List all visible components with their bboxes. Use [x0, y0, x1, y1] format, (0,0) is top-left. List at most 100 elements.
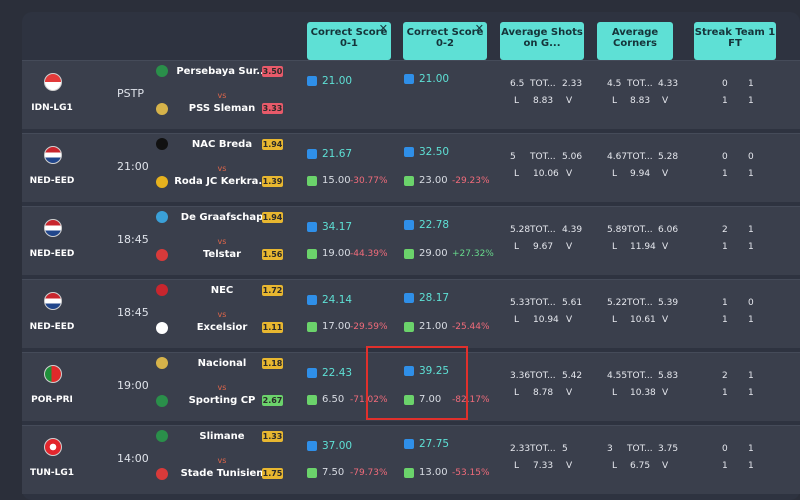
cs02-value[interactable]: 27.75 [419, 438, 450, 450]
table-row[interactable]: NED-EED 21:00 NAC Breda 1.94 vs Roda JC … [22, 133, 800, 202]
streak-away-2: 1 [748, 169, 754, 179]
bookmaker-icon [307, 76, 317, 86]
cs01-value[interactable]: 22.43 [322, 367, 353, 379]
streak-home-1: 2 [722, 371, 728, 381]
corners-home: 4.5 [607, 79, 622, 89]
corners-tot-label: TOT... [627, 79, 653, 89]
table-row[interactable]: TUN-LG1 14:00 Slimane 1.33 vs Stade Tuni… [22, 425, 800, 494]
away-team[interactable]: Stade Tunisien [180, 468, 264, 479]
league-label: POR-PRI [31, 395, 73, 405]
match-time: PSTP [117, 87, 144, 100]
home-team[interactable]: NEC [210, 285, 234, 296]
home-team[interactable]: De Graafschap [180, 212, 264, 223]
bookmaker-icon [404, 395, 414, 405]
match-time: 18:45 [117, 233, 149, 246]
shots-l-label: L [514, 315, 520, 325]
col-correct-score-0-1[interactable]: Correct Score 0-1 ✕ [307, 22, 391, 60]
cs02-percent: -25.44% [452, 322, 490, 332]
bookmaker-icon [307, 395, 317, 405]
cs02-bookmaker-value[interactable]: 13.00 [419, 467, 448, 478]
cs02-value[interactable]: 39.25 [419, 365, 450, 377]
shots-away: 5.61 [562, 298, 583, 308]
corners-home: 5.89 [607, 225, 628, 235]
bookmaker-icon [307, 222, 317, 232]
header-label: Average Shots on G... [501, 27, 583, 49]
cs02-bookmaker-value[interactable]: 7.00 [419, 394, 442, 405]
match-time: 14:00 [117, 452, 149, 465]
country-flag-icon [44, 146, 62, 164]
close-icon[interactable]: ✕ [378, 22, 388, 35]
shots-v-label: V [566, 96, 573, 106]
bookmaker-icon [404, 468, 414, 478]
table-row[interactable]: POR-PRI 19:00 Nacional 1.18 vs Sporting … [22, 352, 800, 421]
home-odd-badge: 1.18 [262, 358, 283, 369]
bookmaker-icon [307, 468, 317, 478]
header-label: Streak Team 1 FT [694, 27, 776, 49]
streak-away-2: 1 [748, 242, 754, 252]
away-team[interactable]: Excelsior [196, 322, 248, 333]
cs01-bookmaker-value[interactable]: 6.50 [322, 394, 345, 405]
table-row[interactable]: IDN-LG1 PSTP Persebaya Sur... 3.50 vs PS… [22, 60, 800, 129]
shots-away: 5 [562, 444, 568, 454]
corners-v-label: V [662, 388, 669, 398]
home-team[interactable]: Nacional [197, 358, 247, 369]
vs-label: vs [217, 456, 227, 465]
cs02-value[interactable]: 28.17 [419, 292, 450, 304]
cs01-value[interactable]: 37.00 [322, 440, 353, 452]
corners-l-label: L [612, 388, 618, 398]
cs01-bookmaker-value[interactable]: 19.00 [322, 248, 351, 259]
cs02-value[interactable]: 22.78 [419, 219, 450, 231]
away-team[interactable]: PSS Sleman [188, 103, 256, 114]
cs01-value[interactable]: 21.67 [322, 148, 353, 160]
cs02-bookmaker-value[interactable]: 21.00 [419, 321, 448, 332]
corners-away: 5.39 [658, 298, 679, 308]
cs02-percent: -29.23% [452, 176, 490, 186]
team-logo-icon [156, 211, 168, 223]
corners-total: 6.75 [630, 461, 651, 471]
streak-away-2: 1 [748, 315, 754, 325]
vs-label: vs [217, 164, 227, 173]
close-icon[interactable]: ✕ [474, 22, 484, 35]
corners-v-label: V [662, 169, 669, 179]
shots-home: 5.28 [510, 225, 531, 235]
corners-l-label: L [612, 96, 618, 106]
cs02-bookmaker-value[interactable]: 29.00 [419, 248, 448, 259]
corners-away: 5.83 [658, 371, 679, 381]
away-team[interactable]: Telstar [202, 249, 242, 260]
home-odd-badge: 1.33 [262, 431, 283, 442]
match-time: 21:00 [117, 160, 149, 173]
home-team[interactable]: Persebaya Sur... [176, 66, 268, 77]
shots-home: 5 [510, 152, 516, 162]
shots-away: 2.33 [562, 79, 583, 89]
streak-home-2: 1 [722, 242, 728, 252]
cs02-value[interactable]: 21.00 [419, 73, 450, 85]
team-logo-icon [156, 395, 168, 407]
home-team[interactable]: NAC Breda [191, 139, 253, 150]
cs01-bookmaker-value[interactable]: 15.00 [322, 175, 351, 186]
cs01-value[interactable]: 21.00 [322, 75, 353, 87]
team-logo-icon [156, 65, 168, 77]
bookmaker-icon [404, 176, 414, 186]
cs01-bookmaker-value[interactable]: 7.50 [322, 467, 345, 478]
shots-v-label: V [566, 169, 573, 179]
cs01-value[interactable]: 24.14 [322, 294, 353, 306]
streak-away-1: 1 [748, 444, 754, 454]
table-row[interactable]: NED-EED 18:45 De Graafschap 1.94 vs Tels… [22, 206, 800, 275]
bookmaker-icon [307, 176, 317, 186]
home-team[interactable]: Slimane [199, 431, 245, 442]
cs02-value[interactable]: 32.50 [419, 146, 450, 158]
cs02-bookmaker-value[interactable]: 23.00 [419, 175, 448, 186]
col-average-shots[interactable]: Average Shots on G... [500, 22, 584, 60]
vs-label: vs [217, 237, 227, 246]
cs01-bookmaker-value[interactable]: 17.00 [322, 321, 351, 332]
col-correct-score-0-2[interactable]: Correct Score 0-2 ✕ [403, 22, 487, 60]
col-streak[interactable]: Streak Team 1 FT [694, 22, 776, 60]
vs-label: vs [217, 91, 227, 100]
away-team[interactable]: Roda JC Kerkra... [174, 176, 270, 187]
corners-total: 11.94 [630, 242, 656, 252]
table-row[interactable]: NED-EED 18:45 NEC 1.72 vs Excelsior 1.11… [22, 279, 800, 348]
streak-away-1: 0 [748, 152, 754, 162]
cs01-value[interactable]: 34.17 [322, 221, 353, 233]
away-team[interactable]: Sporting CP [188, 395, 256, 406]
col-average-corners[interactable]: Average Corners [597, 22, 673, 60]
